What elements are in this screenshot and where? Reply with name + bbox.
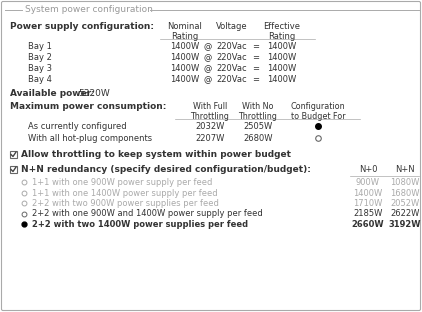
Text: 2660W: 2660W <box>352 220 384 229</box>
Text: =: = <box>252 75 260 84</box>
Text: 220Vac: 220Vac <box>216 64 247 73</box>
Text: 5320W: 5320W <box>78 89 110 98</box>
Text: @: @ <box>204 53 212 62</box>
Text: Voltage: Voltage <box>216 22 248 31</box>
Text: @: @ <box>204 64 212 73</box>
Text: 1+1 with one 1400W power supply per feed: 1+1 with one 1400W power supply per feed <box>32 188 218 197</box>
Text: 1400W: 1400W <box>170 75 200 84</box>
Text: System power configuration: System power configuration <box>25 6 153 14</box>
Text: 2680W: 2680W <box>243 134 273 143</box>
Text: @: @ <box>204 75 212 84</box>
Text: 1400W: 1400W <box>170 42 200 51</box>
Text: @: @ <box>204 42 212 51</box>
Text: With No
Throttling: With No Throttling <box>238 102 277 121</box>
Text: 1680W: 1680W <box>390 188 420 197</box>
Text: 3192W: 3192W <box>389 220 421 229</box>
Text: Configuration
to Budget For: Configuration to Budget For <box>291 102 345 121</box>
Text: 2622W: 2622W <box>390 209 420 218</box>
Text: 1400W: 1400W <box>268 64 297 73</box>
Bar <box>10 150 17 158</box>
Text: 1400W: 1400W <box>353 188 383 197</box>
Text: 2505W: 2505W <box>243 122 273 131</box>
Text: 2+2 with two 1400W power supplies per feed: 2+2 with two 1400W power supplies per fe… <box>32 220 248 229</box>
Text: 220Vac: 220Vac <box>216 75 247 84</box>
Text: Effective
Rating: Effective Rating <box>263 22 300 41</box>
Text: As currently configured: As currently configured <box>28 122 127 131</box>
Text: 2207W: 2207W <box>195 134 225 143</box>
Text: Nominal
Rating: Nominal Rating <box>168 22 203 41</box>
Bar <box>10 165 17 173</box>
Text: Available power:: Available power: <box>10 89 95 98</box>
Text: 1400W: 1400W <box>170 53 200 62</box>
Text: Bay 4: Bay 4 <box>28 75 52 84</box>
Text: Bay 1: Bay 1 <box>28 42 52 51</box>
Text: 220Vac: 220Vac <box>216 42 247 51</box>
Text: 1+1 with one 900W power supply per feed: 1+1 with one 900W power supply per feed <box>32 178 212 187</box>
FancyBboxPatch shape <box>2 2 420 310</box>
Text: 1080W: 1080W <box>390 178 420 187</box>
Text: Allow throttling to keep system within power budget: Allow throttling to keep system within p… <box>21 150 291 159</box>
Text: N+0: N+0 <box>359 165 377 174</box>
Text: Maximum power consumption:: Maximum power consumption: <box>10 102 166 111</box>
Text: 2+2 with one 900W and 1400W power supply per feed: 2+2 with one 900W and 1400W power supply… <box>32 209 263 218</box>
Text: =: = <box>252 42 260 51</box>
Text: =: = <box>252 64 260 73</box>
Text: 1400W: 1400W <box>268 75 297 84</box>
Text: 2185W: 2185W <box>353 209 383 218</box>
Text: N+N redundancy (specify desired configuration/budget):: N+N redundancy (specify desired configur… <box>21 165 311 174</box>
Text: 1710W: 1710W <box>353 199 383 208</box>
Text: N+N: N+N <box>395 165 415 174</box>
Text: =: = <box>252 53 260 62</box>
Text: 900W: 900W <box>356 178 380 187</box>
Text: With all hot-plug components: With all hot-plug components <box>28 134 152 143</box>
Text: 220Vac: 220Vac <box>216 53 247 62</box>
Text: With Full
Throttling: With Full Throttling <box>191 102 230 121</box>
Text: 2+2 with two 900W power supplies per feed: 2+2 with two 900W power supplies per fee… <box>32 199 219 208</box>
Text: 1400W: 1400W <box>268 53 297 62</box>
Text: 2052W: 2052W <box>390 199 419 208</box>
Text: Bay 2: Bay 2 <box>28 53 52 62</box>
Text: Power supply configuration:: Power supply configuration: <box>10 22 154 31</box>
Text: 1400W: 1400W <box>268 42 297 51</box>
Text: Bay 3: Bay 3 <box>28 64 52 73</box>
Text: 2032W: 2032W <box>195 122 225 131</box>
Text: 1400W: 1400W <box>170 64 200 73</box>
